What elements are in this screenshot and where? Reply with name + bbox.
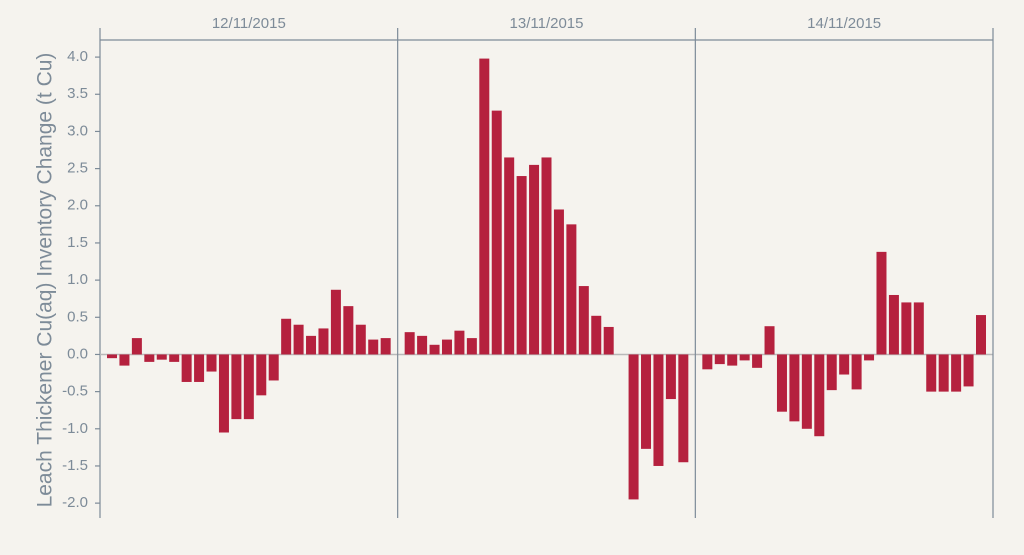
bar [938,354,949,392]
panel-label: 12/11/2015 [212,15,286,32]
bar [181,354,192,382]
y-tick-label: 2.5 [67,160,88,177]
bar [714,354,725,365]
y-tick-label: 3.5 [67,85,88,102]
bar [479,58,490,355]
bar [678,354,689,463]
bar [156,354,167,360]
bar [641,354,652,449]
y-tick-label: 1.0 [67,271,88,288]
y-tick-label: -1.0 [62,420,88,437]
bar [293,324,304,355]
y-tick-label: 4.0 [67,48,88,65]
bar [306,335,317,355]
bar [144,354,155,362]
bar [628,354,639,500]
bar [603,326,614,355]
y-tick-label: 0.0 [67,345,88,362]
bar [764,326,775,355]
bar [516,176,527,355]
bar [553,209,564,355]
bar [256,354,267,396]
bar [888,294,899,355]
y-tick-label: 1.5 [67,234,88,251]
bar [466,338,477,355]
bar [330,289,341,355]
y-tick-label: -1.5 [62,457,88,474]
bar [206,354,217,372]
y-axis-label: Leach Thickener Cu(aq) Inventory Change … [34,53,57,508]
bar [107,354,117,359]
bar [429,344,440,355]
bar [119,354,130,366]
bar [243,354,254,420]
bar [454,330,465,355]
bar [814,354,825,437]
bar [281,318,292,355]
bar [776,354,787,412]
panel-label: 13/11/2015 [510,15,584,32]
bar [131,338,142,355]
panel-label: 14/11/2015 [807,15,881,32]
y-tick-label: 3.0 [67,122,88,139]
bar [851,354,862,390]
bar [368,339,379,355]
bar [789,354,800,422]
y-tick-label: -0.5 [62,383,88,400]
y-tick-label: 0.5 [67,308,88,325]
y-tick-label: -2.0 [62,494,88,511]
bar [901,302,912,355]
bar [702,354,713,370]
bar [951,354,962,392]
bar [541,157,552,355]
bar [864,354,875,361]
bar [318,328,329,355]
bar [268,354,279,381]
bar [739,354,750,361]
bar [752,354,763,368]
bar [441,339,452,355]
bar [529,164,540,355]
bar [380,338,391,355]
bar [591,315,602,355]
bar [665,354,676,400]
bar [913,302,924,355]
bar [963,354,974,387]
bar [653,354,664,466]
bar [578,286,589,355]
bar [839,354,850,375]
bar [876,251,887,355]
bar [169,354,180,362]
y-tick-label: 2.0 [67,197,88,214]
bar [504,157,515,355]
bar [355,324,366,355]
bar [826,354,837,391]
bar [417,335,428,355]
bar [491,110,502,355]
bar [727,354,738,366]
bar [801,354,812,429]
bar [404,332,415,355]
bar [343,306,354,355]
bar [566,224,577,355]
bar [231,354,242,420]
bar [926,354,937,392]
bar [194,354,205,382]
bar [218,354,229,433]
bar [976,315,986,355]
